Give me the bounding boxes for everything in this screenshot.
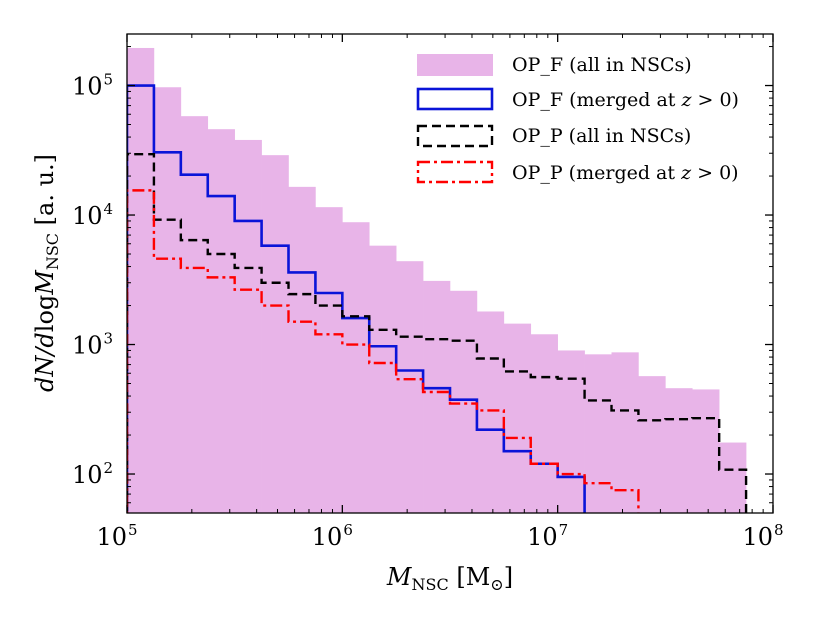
- bar: [342, 222, 370, 513]
- bar: [207, 129, 235, 513]
- legend-label-opp-merged: OP_P (merged at z > 0): [512, 162, 739, 184]
- y-tick-label: 104: [72, 200, 113, 230]
- bar: [665, 388, 693, 513]
- bar: [530, 334, 558, 513]
- bar: [692, 389, 720, 513]
- bar: [288, 186, 316, 513]
- axis-ticks: 105 106 107 108 102 103 104 105: [72, 34, 784, 551]
- y-axis-label-sub: NSC: [43, 233, 62, 270]
- x-axis-label-var: M: [386, 563, 413, 591]
- bar: [584, 354, 612, 513]
- series-solid: [127, 84, 586, 513]
- bar: [719, 442, 747, 513]
- legend-label-opp-all: OP_P (all in NSCs): [512, 125, 691, 147]
- plot-frame: [126, 33, 774, 514]
- series-line: [127, 189, 640, 513]
- bar: [315, 207, 343, 513]
- legend-swatch-opf-merged: [416, 87, 494, 111]
- legend: OP_F (all in NSCs) OP_F (merged at z > 0…: [416, 54, 739, 184]
- y-axis-label-log: log: [31, 295, 59, 333]
- bar: [611, 352, 639, 513]
- legend-swatch-opp-merged: [416, 160, 494, 184]
- y-axis-label: dN/dlogMNSC [a. u.]: [31, 154, 62, 392]
- series-line: [127, 84, 586, 513]
- y-tick-label: 105: [72, 71, 113, 101]
- x-axis-label-unit: [M: [449, 563, 491, 591]
- series-filled: [127, 47, 747, 513]
- series-dashdot: [127, 189, 640, 513]
- x-tick-label: 106: [312, 521, 353, 551]
- y-axis-label-dn: dN/d: [31, 332, 59, 392]
- bar: [450, 290, 478, 513]
- legend-label-opf-all: OP_F (all in NSCs): [512, 54, 692, 76]
- x-tick-label: 107: [527, 521, 568, 551]
- bar: [503, 323, 532, 513]
- x-axis-label-close: ]: [504, 563, 513, 591]
- bar: [369, 245, 397, 513]
- bar: [638, 376, 666, 513]
- series-dashed: [127, 152, 748, 513]
- x-axis-label-sun: ⊙: [490, 575, 503, 594]
- legend-label-opf-merged: OP_F (merged at z > 0): [512, 89, 739, 111]
- bar: [476, 311, 505, 513]
- series-layer: [127, 47, 748, 513]
- bar: [396, 261, 424, 513]
- bar: [127, 47, 155, 513]
- x-tick-label: 105: [96, 521, 137, 551]
- legend-swatch-opp-all: [416, 124, 494, 148]
- bar: [153, 87, 182, 513]
- bar: [423, 280, 451, 513]
- bar: [234, 139, 262, 513]
- bar: [261, 155, 289, 513]
- legend-swatch-opf-all: [417, 54, 493, 76]
- y-axis-label-var: M: [31, 269, 59, 296]
- x-axis-label: MNSC [M⊙]: [386, 563, 513, 594]
- y-axis-label-tail: [a. u.]: [31, 154, 59, 233]
- y-tick-label: 103: [72, 330, 113, 360]
- series-line: [127, 152, 748, 513]
- x-axis-label-sub: NSC: [412, 575, 449, 594]
- x-tick-label: 108: [742, 521, 783, 551]
- y-tick-label: 102: [72, 459, 113, 489]
- bar: [180, 116, 209, 513]
